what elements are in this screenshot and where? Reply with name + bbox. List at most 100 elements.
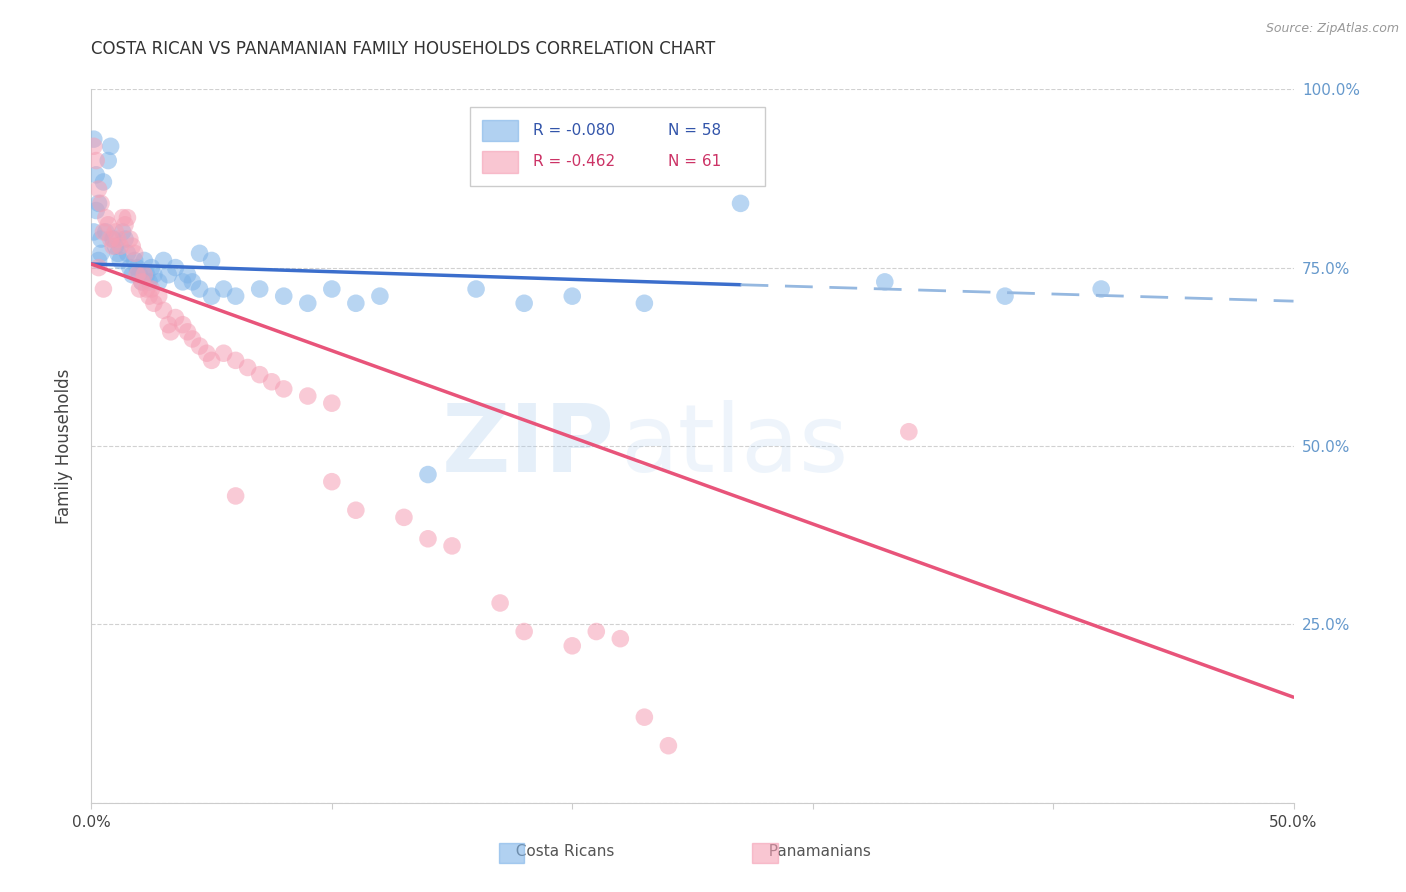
Point [188,282,211,296]
Y-axis label: Family Households: Family Households [55,368,73,524]
Point [344,503,367,517]
Point [87,253,110,268]
Point [90,232,112,246]
Point [188,339,211,353]
Point [195,346,218,360]
Point [225,489,247,503]
Point [897,425,920,439]
Point [633,710,655,724]
Point [114,218,136,232]
Text: ZIP: ZIP [441,400,614,492]
Point [101,232,124,246]
Point [392,510,415,524]
Point [111,211,134,225]
Point [131,275,153,289]
Point [125,260,148,275]
Point [138,289,160,303]
Point [84,203,107,218]
Point [176,325,198,339]
Point [148,289,170,303]
Point [97,153,120,168]
Point [87,182,110,196]
Point [513,624,536,639]
Point [994,289,1017,303]
FancyBboxPatch shape [470,107,765,186]
Point [873,275,896,289]
Point [104,225,127,239]
Text: R = -0.080: R = -0.080 [533,123,614,138]
Point [111,225,134,239]
Point [368,289,391,303]
FancyBboxPatch shape [482,120,519,141]
Point [249,368,271,382]
Point [148,275,170,289]
Point [585,624,607,639]
Point [416,532,439,546]
Point [128,282,150,296]
Point [165,310,187,325]
Point [118,260,141,275]
Point [152,303,174,318]
Point [135,282,157,296]
Point [93,175,115,189]
Point [201,253,224,268]
Point [90,246,112,260]
Point [225,353,247,368]
Point [138,275,160,289]
Point [489,596,512,610]
Point [181,275,204,289]
Point [344,296,367,310]
Point [84,153,107,168]
FancyBboxPatch shape [482,152,519,173]
Point [104,239,127,253]
Point [157,268,180,282]
Point [142,296,165,310]
Point [94,225,117,239]
Point [97,218,120,232]
Point [142,268,165,282]
Point [297,389,319,403]
Point [83,132,105,146]
Point [273,289,295,303]
Point [117,246,139,260]
Point [633,296,655,310]
Point [157,318,180,332]
Point [236,360,259,375]
Point [225,289,247,303]
Point [131,275,153,289]
Point [416,467,439,482]
Point [141,282,163,296]
Point [84,168,107,182]
Point [321,282,343,296]
Point [513,296,536,310]
Point [90,196,112,211]
Text: Source: ZipAtlas.com: Source: ZipAtlas.com [1265,22,1399,36]
Point [83,225,105,239]
Point [657,739,679,753]
Point [440,539,463,553]
Text: N = 58: N = 58 [668,123,721,138]
Point [141,260,163,275]
Point [124,253,146,268]
Point [172,318,194,332]
Point [212,282,235,296]
Point [100,232,122,246]
Point [172,275,194,289]
Point [110,239,132,253]
Point [135,268,157,282]
Point [121,268,143,282]
Point [260,375,283,389]
Point [609,632,631,646]
Point [87,196,110,211]
Point [181,332,204,346]
Point [201,353,224,368]
Text: Panamanians: Panamanians [759,845,872,859]
Point [1090,282,1112,296]
Point [128,268,150,282]
Text: R = -0.462: R = -0.462 [533,154,614,169]
Point [730,196,752,211]
Point [321,475,343,489]
Text: N = 61: N = 61 [668,154,721,169]
Point [465,282,488,296]
Point [107,246,129,260]
